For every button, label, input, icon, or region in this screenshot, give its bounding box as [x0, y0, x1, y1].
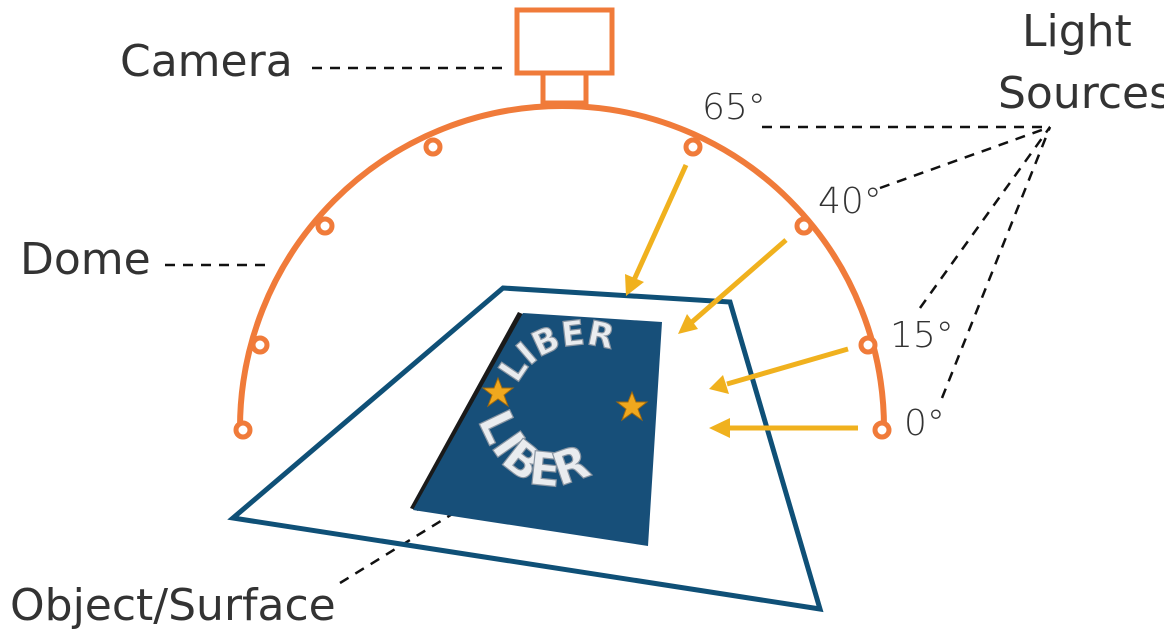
angle-label-65: 65°	[702, 87, 766, 128]
object-plate: LIBER LIBER	[410, 312, 662, 546]
light-arrow-65	[631, 163, 689, 282]
light-source-icon	[683, 137, 703, 157]
light-arrow-40	[690, 238, 788, 324]
object-plate-face	[413, 313, 662, 546]
light-source-icon	[858, 335, 878, 355]
arrowhead-icon	[709, 375, 729, 394]
dome-arc	[237, 103, 887, 429]
light-arrow-15	[726, 346, 849, 387]
star-icon	[615, 390, 649, 422]
light-sources	[233, 137, 892, 440]
camera-lens	[540, 70, 589, 106]
light-source-icon	[315, 216, 335, 236]
object-surface-label: Object/Surface	[10, 580, 336, 631]
light-source-icon	[233, 420, 253, 440]
light-sources-label-line1: Light	[1022, 6, 1132, 57]
angle-label-0: 0°	[904, 403, 945, 444]
light-leader-40	[879, 125, 1051, 190]
camera-body	[514, 7, 615, 76]
camera-label: Camera	[120, 36, 293, 87]
dome-label: Dome	[20, 234, 151, 285]
arrowhead-icon	[678, 314, 698, 334]
camera	[514, 7, 615, 106]
light-arrows	[625, 163, 858, 438]
light-leader-15	[918, 126, 1052, 309]
star-icon	[481, 376, 515, 408]
light-source-icon	[794, 216, 814, 236]
light-source-icon	[872, 420, 892, 440]
light-sources-label-line2: Sources	[998, 68, 1164, 119]
angle-label-40: 40°	[818, 181, 882, 222]
light-source-icon	[423, 137, 443, 157]
angle-label-15: 15°	[890, 315, 954, 356]
light-leader-0	[940, 126, 1052, 399]
arrowhead-icon	[709, 418, 730, 438]
light-source-icon	[250, 335, 270, 355]
arrowhead-icon	[625, 274, 644, 296]
surface-outline	[227, 285, 824, 613]
